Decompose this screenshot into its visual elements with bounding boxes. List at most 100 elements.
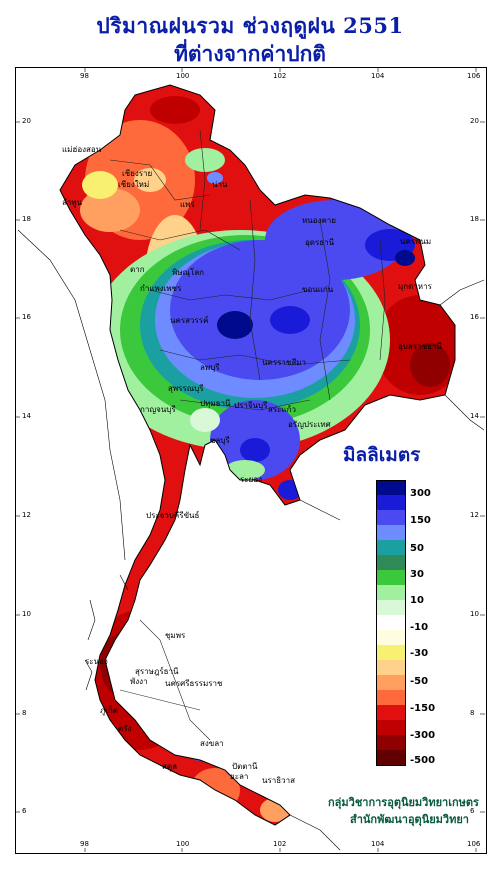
province-label: ปราจีนบุรี xyxy=(234,401,268,410)
legend-swatch xyxy=(376,675,406,690)
lon-tick-104-bottom: 104 xyxy=(371,840,385,848)
province-label: สุพรรณบุรี xyxy=(168,384,204,393)
province-label: ยะลา xyxy=(230,772,249,781)
legend-label: 300 xyxy=(410,488,431,499)
lat-tick-12-right: 12 xyxy=(470,511,479,519)
lon-tick-102-bottom: 102 xyxy=(273,840,287,848)
province-label: พังงา xyxy=(130,677,148,686)
province-label: ภูเก็ต xyxy=(100,706,119,715)
province-label: ลพบุรี xyxy=(200,363,220,372)
province-label: เชียงใหม่ xyxy=(118,180,150,189)
legend-label: 50 xyxy=(410,543,424,554)
legend-label: -50 xyxy=(410,676,429,687)
province-label: สุราษฎร์ธานี xyxy=(135,667,179,676)
legend-swatch xyxy=(376,630,406,645)
province-label: ระนอง xyxy=(85,657,108,666)
legend-swatch xyxy=(376,645,406,660)
province-label: ตาก xyxy=(130,265,145,274)
province-label: อรัญประเทศ xyxy=(288,420,331,429)
legend-label: -10 xyxy=(410,622,429,633)
neighbor-borders xyxy=(17,229,485,851)
lat-tick-18-right: 18 xyxy=(470,215,479,223)
map-title-line1: ปริมาณฝนรวม ช่วงฤดูฝน 2551 xyxy=(96,13,404,38)
lat-tick-14-right: 14 xyxy=(470,412,479,420)
province-label: มุกดาหาร xyxy=(398,282,432,291)
legend-swatch xyxy=(376,525,406,540)
legend-label: 10 xyxy=(410,595,424,606)
lon-tick-106-bottom: 106 xyxy=(467,840,481,848)
lon-tick-98-top: 98 xyxy=(80,72,89,80)
lat-tick-6-right: 6 xyxy=(470,807,475,815)
province-label: ประจวบคีรีขันธ์ xyxy=(146,511,200,520)
lat-tick-12-left: 12 xyxy=(22,511,31,519)
lat-tick-18-left: 18 xyxy=(22,215,31,223)
legend-swatch xyxy=(376,570,406,585)
lat-tick-20-left: 20 xyxy=(22,117,31,125)
province-label: หนองคาย xyxy=(302,216,336,225)
lon-tick-100-top: 100 xyxy=(176,72,190,80)
province-label: สตูล xyxy=(162,762,177,771)
province-label: นครศรีธรรมราช xyxy=(165,679,223,688)
lat-tick-8-left: 8 xyxy=(22,709,27,717)
province-label: นครสวรรค์ xyxy=(170,316,209,325)
map-title-line2: ที่ต่างจากค่าปกติ xyxy=(174,41,326,66)
province-label: กาญจนบุรี xyxy=(140,405,176,414)
provincial-boundaries xyxy=(109,129,386,741)
province-label: แพร่ xyxy=(180,200,195,209)
lat-tick-6-left: 6 xyxy=(22,807,27,815)
province-label: ปัตตานี xyxy=(232,762,258,771)
lon-tick-104-top: 104 xyxy=(371,72,385,80)
lon-tick-100-bottom: 100 xyxy=(176,840,190,848)
legend-swatch xyxy=(376,555,406,570)
province-label: อุบลราชธานี xyxy=(398,342,442,351)
legend-label: 30 xyxy=(410,569,424,580)
lat-tick-16-left: 16 xyxy=(22,313,31,321)
province-label: พิษณุโลก xyxy=(172,268,205,277)
province-label: ชลบุรี xyxy=(210,436,230,445)
legend-swatch xyxy=(376,660,406,675)
lat-tick-10-right: 10 xyxy=(470,610,479,618)
province-label: น่าน xyxy=(212,180,228,189)
lat-tick-14-left: 14 xyxy=(22,412,31,420)
province-label: แม่ฮ่องสอน xyxy=(62,145,102,154)
legend-swatch xyxy=(376,480,406,496)
province-label: นครราชสีมา xyxy=(262,358,306,367)
legend-swatch xyxy=(376,615,406,630)
province-label: นราธิวาส xyxy=(262,776,296,785)
legend-swatch xyxy=(376,750,406,766)
lon-tick-106-top: 106 xyxy=(467,72,481,80)
legend-label: -30 xyxy=(410,648,429,659)
province-label: ตรัง xyxy=(118,724,132,733)
legend-title: มิลลิเมตร xyxy=(343,444,421,466)
lon-tick-98-bottom: 98 xyxy=(80,840,89,848)
province-label: เชียงราย xyxy=(122,169,153,178)
map-ticks xyxy=(15,67,485,852)
legend-swatch xyxy=(376,540,406,555)
province-label: ลำพูน xyxy=(62,198,83,207)
credit-line2: สำนักพัฒนาอุตุนิยมวิทยา xyxy=(350,813,469,826)
province-label: สระแก้ว xyxy=(268,405,296,414)
province-label: อุดรธานี xyxy=(305,238,335,247)
province-label: กำแพงเพชร xyxy=(140,284,182,293)
province-label: นครพนม xyxy=(400,237,432,246)
lat-tick-8-right: 8 xyxy=(470,709,475,717)
lat-tick-16-right: 16 xyxy=(470,313,479,321)
legend-swatch xyxy=(376,600,406,615)
province-label: ชุมพร xyxy=(165,631,186,640)
province-label: ขอนแก่น xyxy=(302,285,334,294)
province-label: สงขลา xyxy=(200,739,224,748)
legend-label: -300 xyxy=(410,730,436,741)
lat-tick-10-left: 10 xyxy=(22,610,31,618)
lon-tick-102-top: 102 xyxy=(273,72,287,80)
legend-swatch xyxy=(376,720,406,735)
legend-label: -500 xyxy=(410,755,436,766)
legend-swatch xyxy=(376,735,406,750)
legend-swatch xyxy=(376,510,406,525)
legend-label: 150 xyxy=(410,515,431,526)
lat-tick-20-right: 20 xyxy=(470,117,479,125)
legend-swatch xyxy=(376,705,406,720)
legend-swatch xyxy=(376,585,406,600)
legend-swatch xyxy=(376,495,406,510)
province-label: ปทุมธานี xyxy=(200,399,231,408)
legend-label: -150 xyxy=(410,703,436,714)
